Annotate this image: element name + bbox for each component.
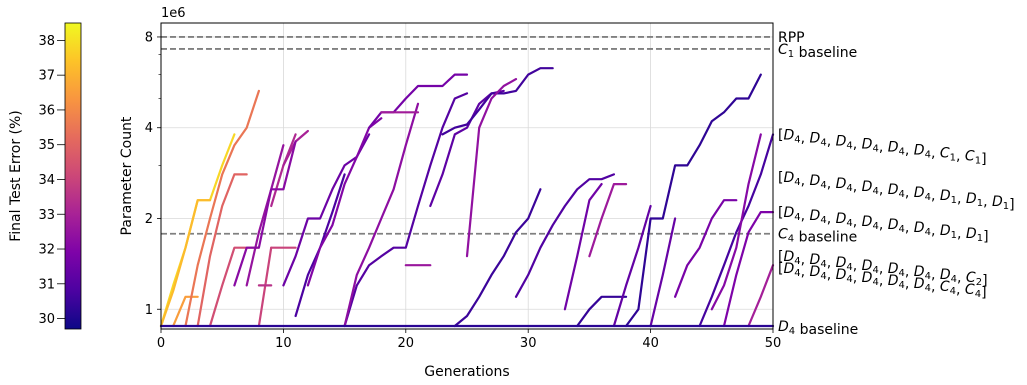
architecture-label: [D4, D4, D4, D4, D4, D4, C1, C1]: [778, 127, 987, 167]
x-tick-label: 40: [642, 336, 659, 351]
series-line: [343, 92, 469, 328]
y-axis-ticks: 1 2 4 8: [145, 30, 161, 318]
colorbar-tick-label: 30: [38, 312, 55, 327]
y-tick-label: 8: [145, 30, 153, 45]
x-tick-label: 10: [275, 336, 292, 351]
x-tick-label: 0: [157, 336, 165, 351]
architecture-label: [D4, D4, D4, D4, D4, D4, D4, C2]: [778, 249, 988, 289]
colorbar-tick-label: 35: [38, 138, 55, 153]
y-offset-text: 1e6: [161, 6, 186, 21]
series-line: [624, 73, 762, 328]
y-tick-label: 1: [145, 303, 153, 318]
series-line: [441, 67, 554, 136]
series-line: [722, 211, 775, 328]
series-line: [514, 173, 616, 298]
series-line: [184, 89, 260, 328]
series-line: [233, 140, 297, 287]
series-line: [257, 246, 273, 328]
colorbar-ticks: 30 31 32 33 34 35 36 37 38: [38, 34, 65, 327]
series-line: [673, 199, 738, 298]
colorbar-label: Final Test Error (%): [8, 110, 24, 242]
series-line: [588, 183, 628, 258]
y-axis-label: Parameter Count: [119, 116, 135, 235]
colorbar-tick-label: 31: [38, 277, 55, 292]
colorbar-tick-label: 34: [38, 173, 55, 188]
series-line: [306, 117, 383, 287]
reference-lines: [161, 36, 773, 235]
y-tick-label: 4: [145, 121, 153, 136]
x-tick-label: 30: [520, 336, 537, 351]
series-line: [294, 173, 346, 318]
architecture-label: [D4, D4, D4, D4, D4, D4, C4, C4]: [778, 261, 987, 301]
series-line: [710, 133, 762, 311]
colorbar-tick-label: 36: [38, 103, 55, 118]
colorbar-tick-label: 33: [38, 208, 55, 223]
series-line: [282, 133, 371, 287]
x-axis-label: Generations: [424, 364, 509, 380]
series-line: [563, 183, 603, 311]
series-line: [747, 264, 775, 328]
colorbar: 30 31 32 33 34 35 36 37 38 Final Test Error (%): [8, 22, 82, 330]
colorbar-gradient: [64, 22, 82, 330]
series-line: [368, 73, 469, 129]
series-line: [172, 295, 199, 328]
x-tick-label: 20: [398, 336, 415, 351]
series-line: [245, 144, 285, 287]
series-line: [465, 77, 518, 258]
x-axis-ticks: 0 10 20 30 40 50: [157, 329, 781, 351]
reference-label: C4 baseline: [778, 227, 857, 246]
series-line: [612, 204, 652, 328]
colorbar-tick-label: 32: [38, 243, 55, 258]
plot-area: 0 10 20 30 40 50 1 2 4 8 1e6 Generations Paramet…: [119, 6, 781, 380]
y-tick-label: 2: [145, 212, 153, 227]
x-tick-label: 50: [765, 336, 782, 351]
series-line: [698, 133, 775, 328]
architecture-label: [D4, D4, D4, D4, D4, D4, D1, D1]: [778, 205, 989, 245]
series-line: [429, 89, 505, 208]
series-lines: [159, 67, 775, 328]
reference-label: RPP: [778, 30, 805, 46]
series-line: [159, 199, 212, 328]
series-line: [576, 295, 628, 328]
series-line: [649, 217, 677, 328]
reference-label: C1 baseline: [778, 42, 857, 61]
colorbar-tick-label: 38: [38, 34, 55, 49]
architecture-label: [D4, D4, D4, D4, D4, D4, D1, D1, D1]: [778, 170, 1015, 213]
series-line: [196, 173, 248, 328]
reference-label: D4 baseline: [778, 319, 858, 338]
series-line: [453, 188, 542, 328]
series-line: [343, 102, 420, 328]
colorbar-tick-label: 37: [38, 69, 55, 84]
plot-frame: [160, 22, 774, 330]
